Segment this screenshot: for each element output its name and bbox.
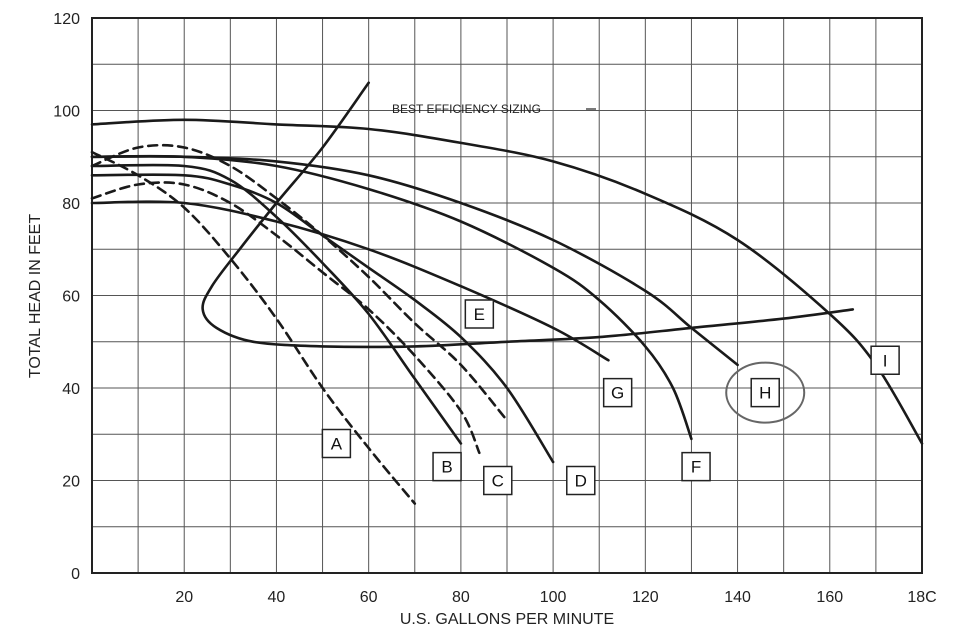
x-tick-label: 18C bbox=[907, 589, 936, 606]
series-line-g bbox=[90, 200, 610, 362]
series-label-d-box bbox=[566, 465, 596, 496]
tick-labels: 20 40 60 80 100 120 140 160 18C 0 20 40 60 80 100 120 bbox=[53, 11, 936, 606]
y-axis-title: TOTAL HEAD IN FEET bbox=[27, 214, 44, 378]
x-tick-label: 40 bbox=[268, 589, 286, 606]
series-label-c-box bbox=[483, 465, 513, 496]
series-line-c bbox=[90, 181, 481, 455]
best-efficiency-line bbox=[201, 81, 855, 349]
series-label-i-box bbox=[870, 345, 900, 375]
highlight-circle bbox=[725, 361, 806, 424]
x-tick-label: 140 bbox=[724, 589, 751, 606]
series-label-b-box bbox=[432, 451, 462, 482]
series-line-h bbox=[90, 155, 739, 367]
series-label-g-box bbox=[602, 377, 633, 408]
series-label-c: C bbox=[492, 472, 504, 491]
x-tick-label: 80 bbox=[452, 589, 470, 606]
x-tick-label: 120 bbox=[632, 589, 659, 606]
plot-frame bbox=[91, 17, 923, 574]
x-tick-label: 160 bbox=[816, 589, 843, 606]
series-lines bbox=[90, 81, 924, 505]
series-label-e-box bbox=[464, 299, 495, 329]
annotation-best-efficiency: BEST EFFICIENCY SIZING bbox=[392, 102, 541, 116]
y-tick-label: 80 bbox=[62, 196, 80, 213]
series-labels: A B C D E F G H I bbox=[321, 299, 900, 496]
series-line-e bbox=[90, 143, 509, 422]
annotation-group: BEST EFFICIENCY SIZING bbox=[392, 102, 596, 116]
series-label-g: G bbox=[611, 384, 624, 403]
series-label-e: E bbox=[474, 305, 485, 324]
series-line-b bbox=[90, 163, 463, 445]
y-tick-label: 40 bbox=[62, 381, 80, 398]
series-label-d: D bbox=[575, 472, 587, 491]
y-tick-label: 100 bbox=[53, 104, 80, 121]
series-line-d bbox=[90, 173, 555, 464]
y-tick-label: 60 bbox=[62, 289, 80, 306]
x-tick-label: 60 bbox=[360, 589, 378, 606]
series-label-h: H bbox=[759, 384, 771, 403]
series-label-i: I bbox=[883, 351, 888, 370]
series-label-b: B bbox=[441, 458, 452, 477]
y-tick-label: 20 bbox=[62, 474, 80, 491]
series-line-a bbox=[90, 150, 417, 505]
x-tick-label: 20 bbox=[175, 589, 193, 606]
x-tick-label: 100 bbox=[540, 589, 567, 606]
y-tick-label: 120 bbox=[53, 11, 80, 28]
series-line-i bbox=[90, 118, 924, 445]
series-label-a-box bbox=[321, 428, 352, 459]
series-label-a: A bbox=[331, 435, 343, 454]
y-tick-label: 0 bbox=[71, 566, 80, 583]
series-label-f-box bbox=[681, 451, 711, 482]
series-label-h-box bbox=[750, 377, 780, 408]
series-label-f: F bbox=[691, 458, 701, 477]
x-axis-title: U.S. GALLONS PER MINUTE bbox=[400, 611, 614, 628]
